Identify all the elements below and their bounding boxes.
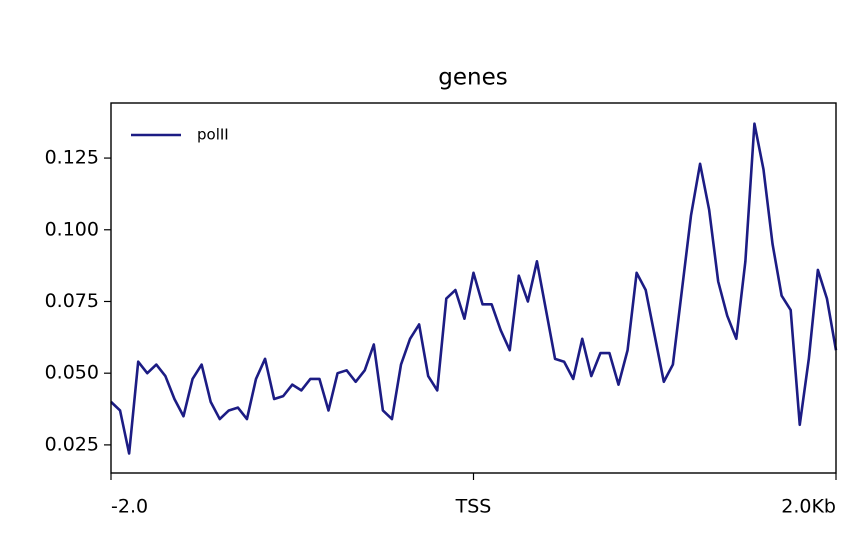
chart-title: genes — [438, 65, 507, 91]
legend-label: polII — [197, 126, 229, 144]
y-tick-label: 0.100 — [45, 218, 99, 240]
x-tick-label: -2.0 — [111, 496, 148, 518]
y-tick-label: 0.125 — [45, 147, 99, 169]
data-line — [110, 122, 838, 455]
x-tick-label: TSS — [455, 496, 492, 518]
plot-frame — [110, 102, 837, 474]
y-tick-label: 0.025 — [45, 433, 99, 455]
y-tick-label: 0.050 — [45, 362, 99, 384]
y-tick-label: 0.075 — [45, 290, 99, 312]
x-tick-label: 2.0Kb — [781, 496, 836, 518]
